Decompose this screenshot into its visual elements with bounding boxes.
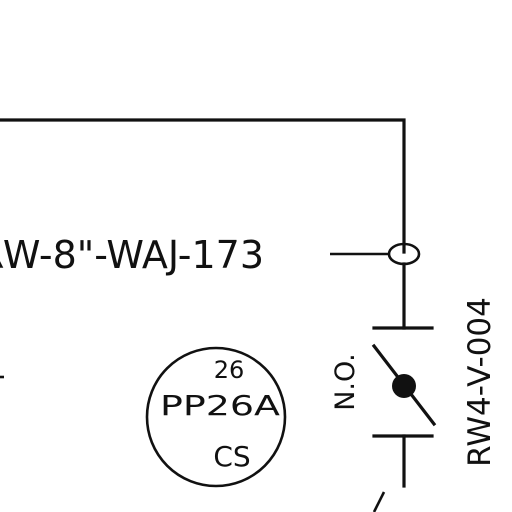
instrument-number: 26 bbox=[214, 356, 245, 384]
instrument-tag: PP26A bbox=[160, 389, 280, 422]
instrument-bubble bbox=[145, 346, 287, 488]
bottom-diagonal bbox=[372, 491, 386, 512]
line-label: RW-8"-WAJ-173 bbox=[0, 233, 264, 277]
valve-state-label: N.O. bbox=[330, 353, 361, 411]
valve-tag-label: RW4-V-004 bbox=[462, 297, 498, 467]
process-line bbox=[0, 118, 406, 254]
valve-ball-icon bbox=[392, 374, 416, 398]
instrument-function: CS bbox=[213, 440, 250, 473]
